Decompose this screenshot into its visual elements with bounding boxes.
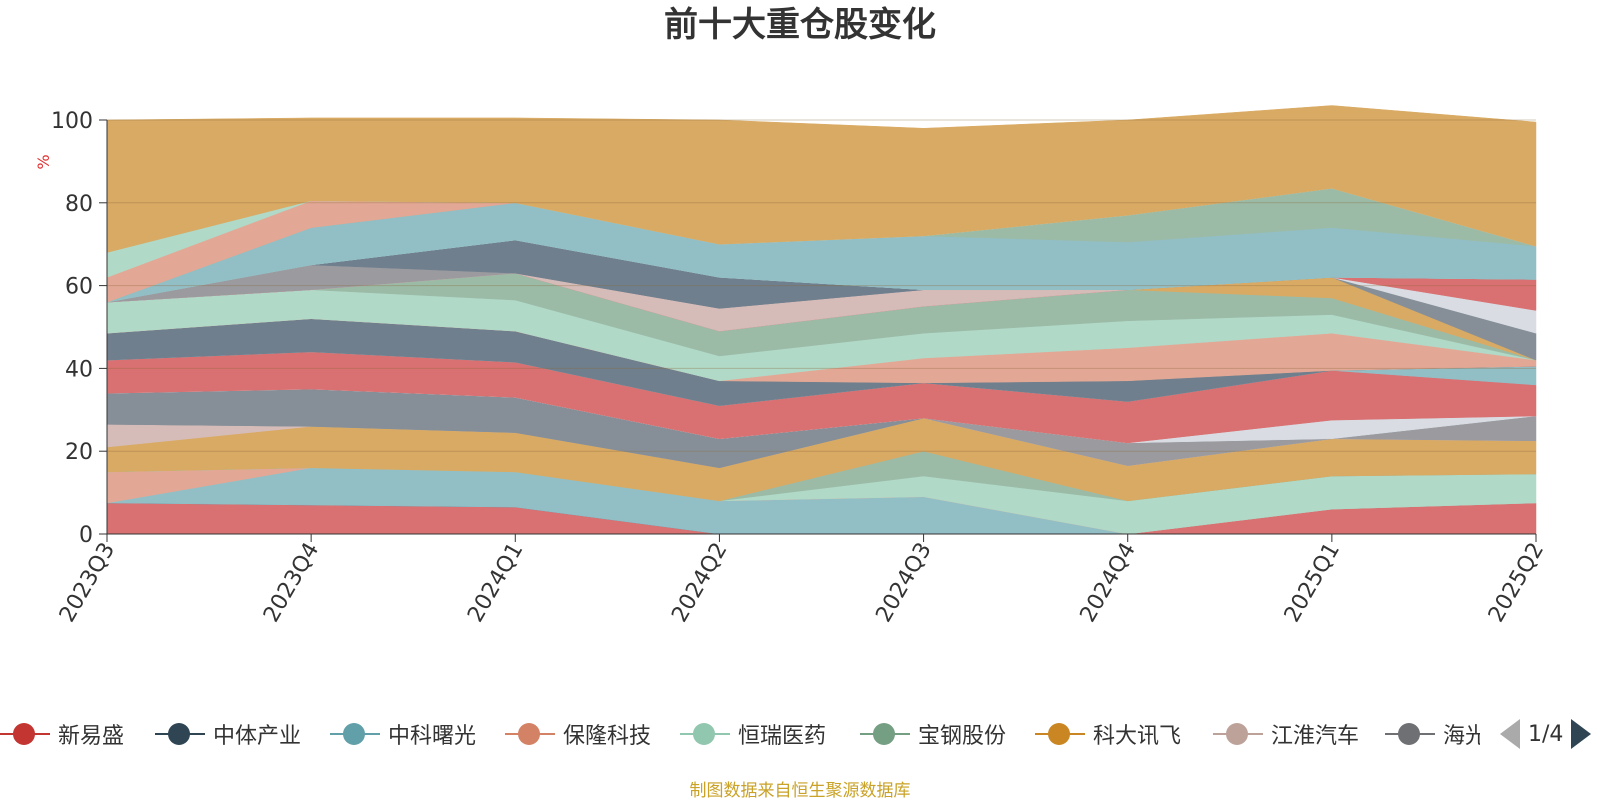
- legend-marker-icon: [330, 719, 380, 749]
- legend-marker-icon: [1035, 719, 1085, 749]
- legend-item[interactable]: 江淮汽车: [1213, 712, 1359, 756]
- legend-item[interactable]: 恒瑞医药: [680, 712, 826, 756]
- legend-label: 恒瑞医药: [738, 724, 827, 749]
- y-tick-label: 40: [65, 357, 93, 382]
- legend-marker-icon: [155, 719, 205, 749]
- y-tick-label: 20: [65, 440, 93, 465]
- y-axis-label: %: [34, 154, 53, 169]
- legend-marker-icon: [1385, 719, 1435, 749]
- legend-item[interactable]: 保隆科技: [505, 712, 651, 756]
- y-tick-label: 0: [79, 523, 93, 548]
- grid-lines: [107, 119, 1536, 452]
- legend-item[interactable]: 宝钢股份: [860, 712, 1006, 756]
- legend-marker-icon: [505, 719, 555, 749]
- legend-item[interactable]: 新易盛: [0, 712, 124, 756]
- legend: 新易盛 中体产业 中科曙光 保隆科技 恒瑞医药 宝钢股份 科大讯飞 江淮汽车 海光信息: [0, 712, 1480, 756]
- legend-label: 中科曙光: [388, 724, 477, 749]
- legend-label: 海光信息: [1443, 724, 1480, 749]
- x-tick-label: 2025Q1: [1280, 539, 1345, 627]
- triangle-left-icon[interactable]: [1500, 719, 1520, 749]
- legend-marker-icon: [680, 719, 730, 749]
- legend-marker-icon: [1213, 719, 1263, 749]
- x-tick-label: 2023Q4: [259, 539, 324, 627]
- y-tick-label: 100: [51, 109, 93, 134]
- x-tick-label: 2023Q3: [55, 539, 120, 627]
- legend-item[interactable]: 海光信息: [1385, 712, 1480, 756]
- area-series-29: [106, 105, 1537, 253]
- x-tick-label: 2025Q2: [1484, 539, 1549, 627]
- legend-label: 江淮汽车: [1271, 724, 1360, 749]
- legend-marker-icon: [0, 719, 50, 749]
- y-tick-label: 80: [65, 192, 93, 217]
- legend-item[interactable]: 中体产业: [155, 712, 301, 756]
- stacked-area-chart: 0 20 40 60 80 100 2023Q3 2023Q4 2024Q1 2024Q2 2024…: [34, 105, 1549, 627]
- legend-item[interactable]: 中科曙光: [330, 712, 476, 756]
- legend-item[interactable]: 科大讯飞: [1035, 712, 1181, 756]
- legend-page-indicator: 1/4: [1528, 721, 1564, 747]
- legend-marker-icon: [860, 719, 910, 749]
- y-tick-label: 60: [65, 275, 93, 300]
- area-series-group: [106, 105, 1537, 535]
- x-tick-label: 2024Q4: [1076, 539, 1141, 627]
- triangle-right-icon[interactable]: [1571, 719, 1592, 749]
- legend-label: 宝钢股份: [918, 724, 1007, 749]
- legend-label: 中体产业: [213, 724, 302, 749]
- legend-pager: 1/4: [1500, 712, 1592, 756]
- data-source-note: 制图数据来自恒生聚源数据库: [689, 781, 911, 801]
- chart-title: 前十大重仓股变化: [664, 5, 936, 45]
- x-tick-label: 2024Q3: [871, 539, 936, 627]
- x-tick-label: 2024Q1: [463, 539, 528, 627]
- legend-label: 保隆科技: [563, 724, 652, 749]
- x-tick-label: 2024Q2: [667, 539, 732, 627]
- legend-label: 科大讯飞: [1093, 724, 1182, 749]
- legend-label: 新易盛: [58, 724, 125, 749]
